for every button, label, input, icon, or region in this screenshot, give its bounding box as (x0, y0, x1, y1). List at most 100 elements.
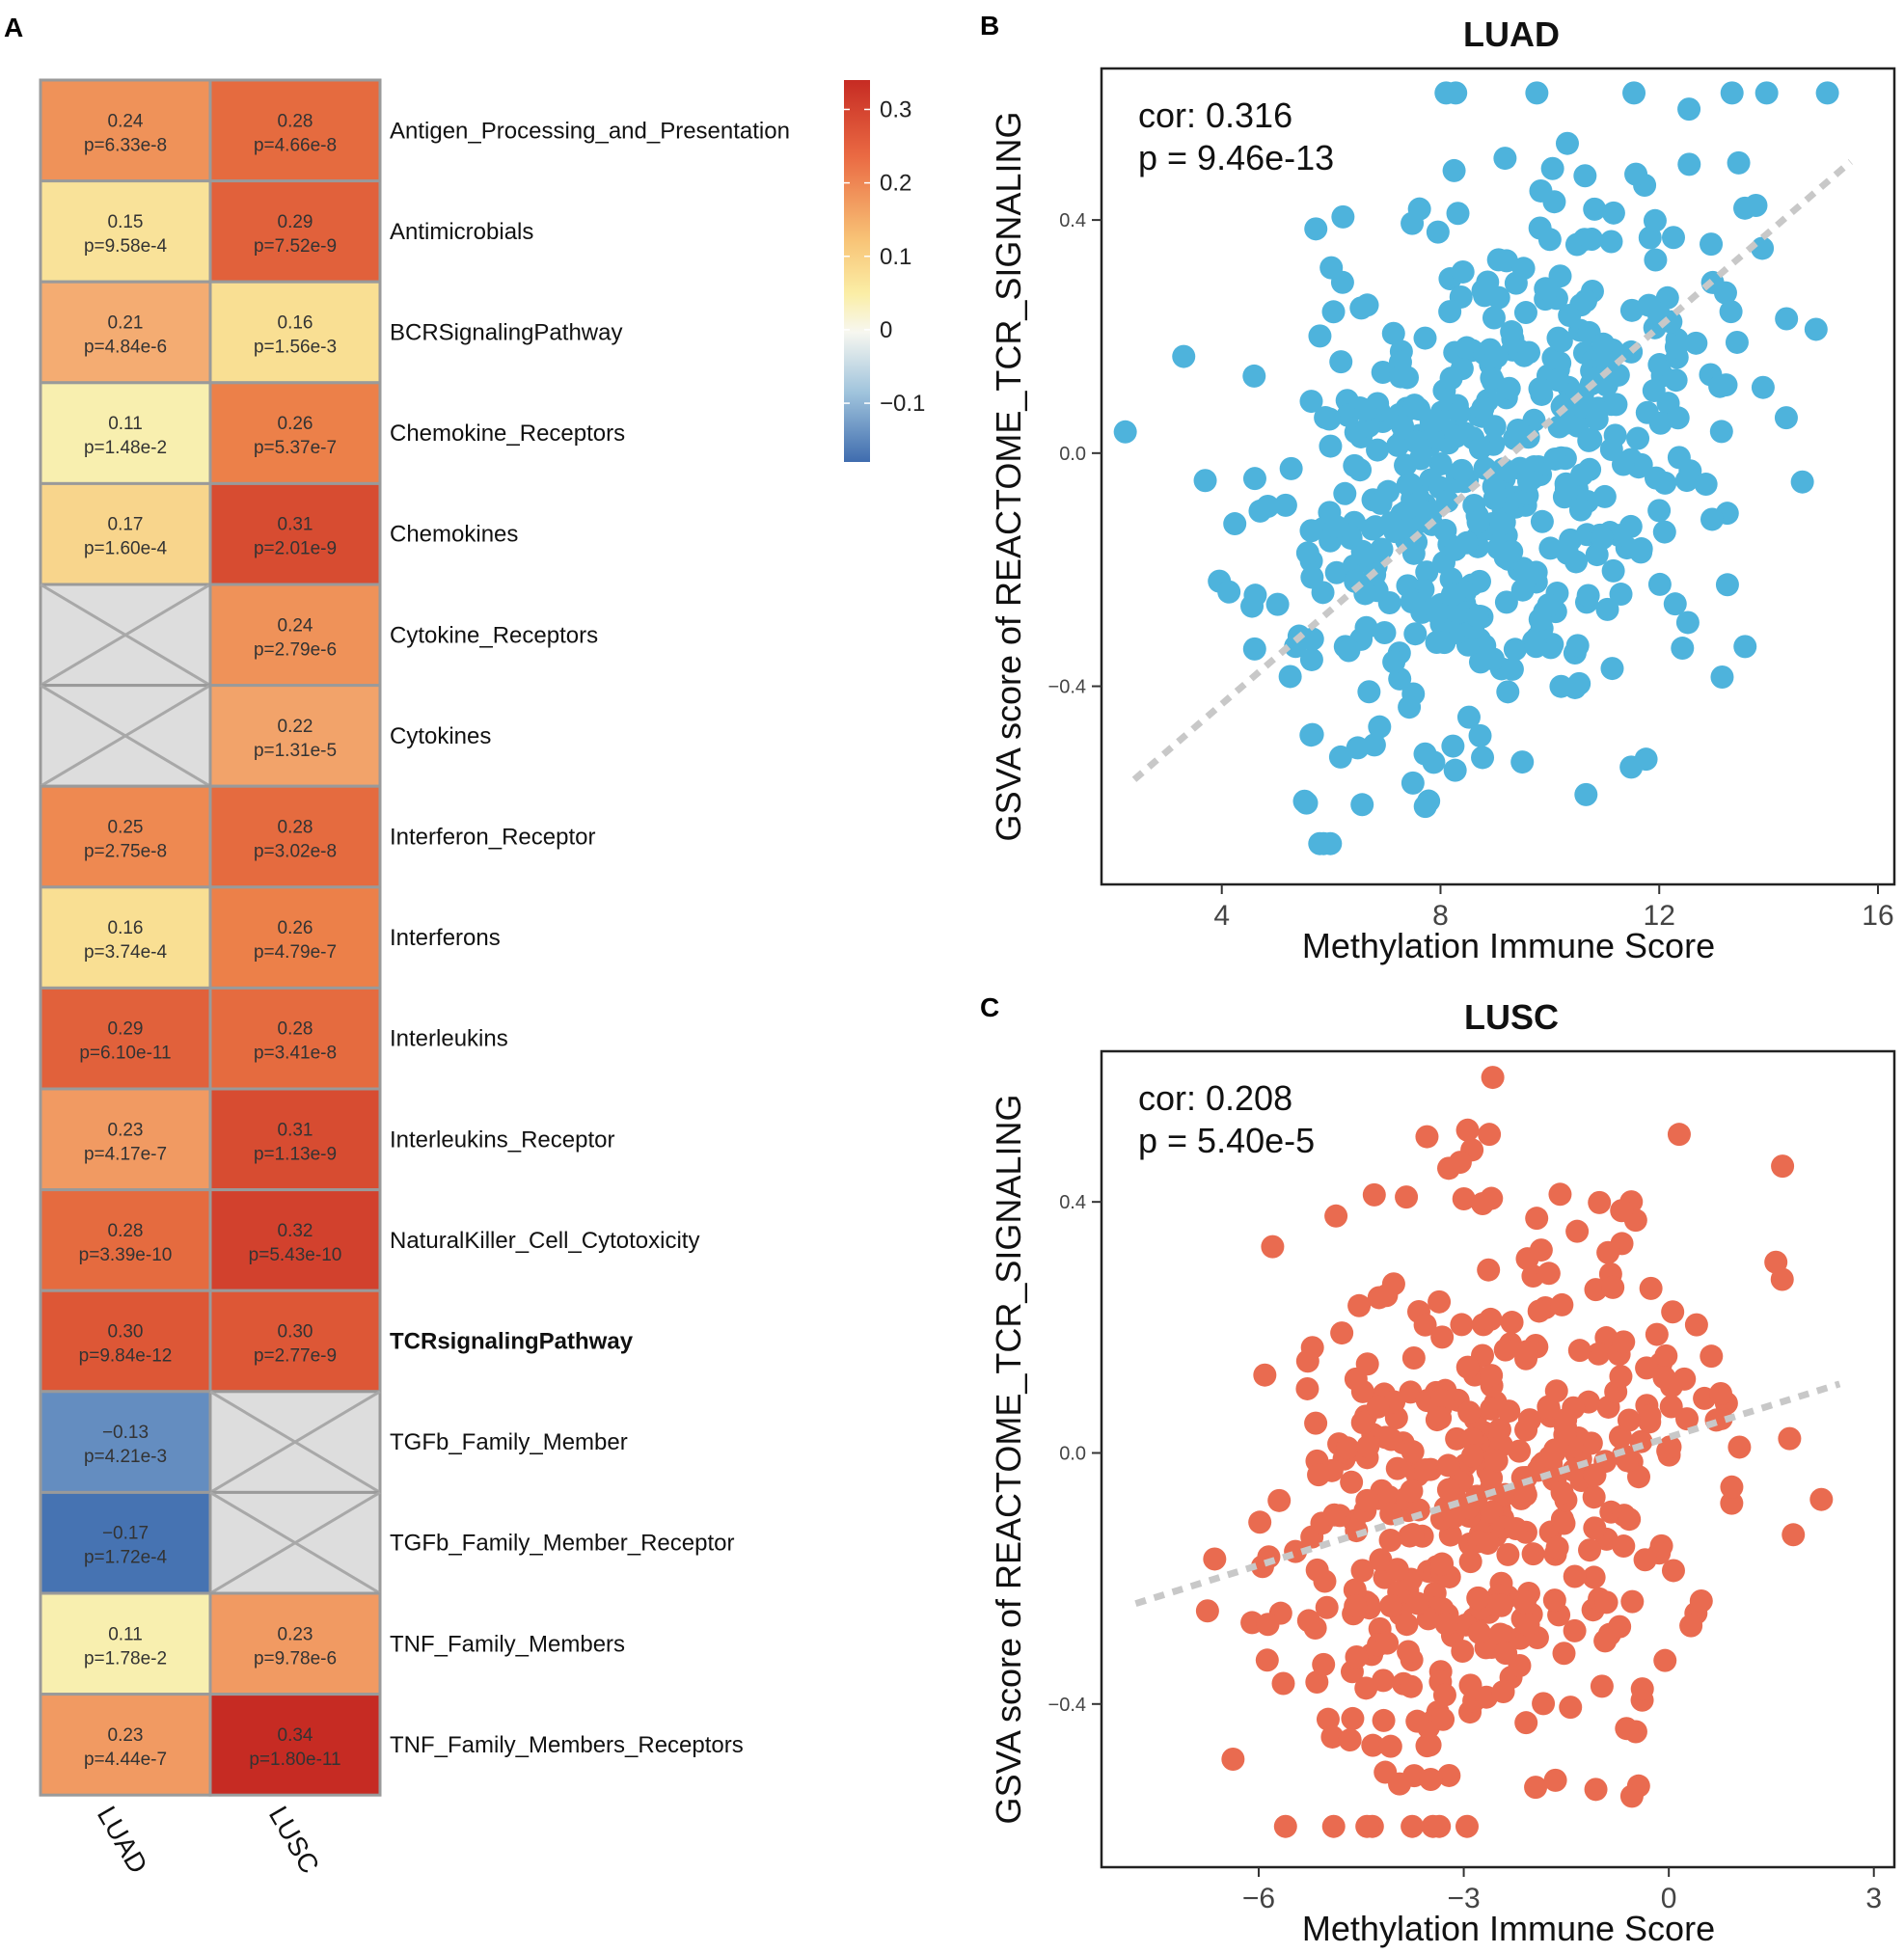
heatmap-cell-p: p=9.78e-6 (254, 1648, 337, 1669)
scatter-luad-point (1373, 620, 1397, 644)
heatmap-cell-p: p=1.72e-4 (84, 1548, 168, 1568)
scatter-lusc-point (1400, 1479, 1424, 1503)
heatmap-cell-p: p=9.58e-4 (84, 236, 168, 257)
scatter-luad-point (1677, 97, 1701, 122)
scatter-lusc-point (1610, 1199, 1634, 1223)
scatter-lusc-point (1430, 1389, 1455, 1413)
heatmap-cell-luad: 0.15 p=9.58e-4 (39, 179, 212, 284)
scatter-lusc-point (1355, 1352, 1379, 1376)
scatter-luad-point (1549, 329, 1573, 353)
heatmap-cell-lusc: 0.24 p=2.79e-6 (208, 583, 382, 688)
heatmap-cell-p: p=3.39e-10 (79, 1245, 173, 1265)
scatter-lusc-point (1296, 1609, 1320, 1633)
scatter-luad-point (1279, 456, 1303, 480)
heatmap-cell-fill (208, 1087, 382, 1192)
heatmap-cell-cor: 0.11 (108, 1624, 143, 1644)
scatter-luad-point (1403, 622, 1428, 646)
scatter-lusc-point (1477, 1258, 1501, 1282)
heatmap-cell-cor: 0.34 (278, 1725, 313, 1746)
scatter-lusc-point (1559, 1696, 1583, 1720)
scatter-lusc-point (1480, 1364, 1504, 1388)
scatter-lusc-point (1661, 1559, 1685, 1583)
scatter-lusc-point (1336, 1436, 1360, 1460)
scatter-luad-point (1242, 637, 1266, 661)
scatter-luad-point (1643, 208, 1667, 232)
scatter-lusc-point (1451, 1639, 1475, 1663)
scatter-lusc-point (1608, 1615, 1632, 1639)
scatter-luad-x-tick-label: 16 (1862, 900, 1893, 932)
scatter-luad-point (1369, 491, 1393, 515)
heatmap-cell-cor: −0.17 (102, 1524, 149, 1544)
heatmap-cell-cor: 0.28 (278, 818, 313, 838)
heatmap-cell-p: p=4.21e-3 (84, 1447, 167, 1467)
scatter-lusc-points (1195, 1066, 1834, 1838)
heatmap-cell-fill (208, 1289, 382, 1394)
heatmap-cell-cor: 0.29 (108, 1019, 144, 1040)
heatmap-cell-p: p=1.31e-5 (254, 741, 337, 761)
scatter-luad-point (1576, 583, 1600, 608)
scatter-lusc-y-tick-label: −0.4 (1048, 1695, 1086, 1716)
scatter-lusc-point (1466, 1587, 1490, 1611)
scatter-luad-cor: cor: 0.316 (1138, 95, 1292, 135)
heatmap-cell-fill (208, 784, 382, 889)
heatmap-cell-p: p=9.84e-12 (79, 1346, 173, 1367)
scatter-lusc-point (1355, 1814, 1379, 1838)
heatmap-cell-luad: 0.21 p=4.84e-6 (39, 280, 212, 385)
scatter-luad-point (1694, 473, 1718, 497)
scatter-lusc-point (1593, 1629, 1618, 1653)
heatmap-row-label: TNF_Family_Members (390, 1631, 625, 1657)
scatter-lusc-point (1248, 1510, 1272, 1534)
heatmap-cell-fill (39, 1390, 212, 1494)
scatter-luad-point (1727, 150, 1751, 175)
heatmap-column-labels: LUAD LUSC (92, 1802, 325, 1879)
scatter-lusc-point (1436, 1453, 1460, 1478)
scatter-lusc-point (1415, 1125, 1439, 1149)
scatter-lusc-point (1457, 1400, 1482, 1425)
scatter-luad-point (1248, 499, 1272, 523)
heatmap-cell-fill (208, 986, 382, 1091)
heatmap-cell-luad: −0.13 p=4.21e-3 (39, 1390, 212, 1494)
scatter-luad-point (1675, 611, 1700, 635)
scatter-lusc-point (1480, 1397, 1504, 1421)
scatter-luad-point (1546, 368, 1570, 393)
heatmap-cell-cor: 0.32 (278, 1221, 313, 1241)
scatter-lusc-x-tick-label: 3 (1865, 1883, 1882, 1914)
scatter-lusc-point (1347, 1293, 1372, 1317)
scatter-luad-point (1350, 793, 1374, 817)
scatter-lusc-point (1517, 1408, 1541, 1432)
scatter-luad-point (1444, 424, 1468, 448)
scatter-lusc-point (1419, 1767, 1443, 1791)
scatter-lusc-point (1455, 1355, 1480, 1379)
scatter-lusc-point (1350, 1411, 1374, 1435)
scatter-lusc-point (1374, 1760, 1398, 1784)
scatter-lusc-point (1437, 1156, 1461, 1181)
heatmap-cell-luad: 0.11 p=1.78e-2 (39, 1591, 212, 1696)
scatter-luad-point (1386, 433, 1410, 457)
scatter-luad-point (1720, 81, 1744, 105)
scatter-lusc-point (1379, 1427, 1403, 1452)
scatter-luad-point (1482, 306, 1506, 330)
heatmap-row-label: TGFb_Family_Member (390, 1429, 628, 1455)
scatter-lusc-point (1525, 1207, 1549, 1231)
heatmap-cell-lusc: 0.30 p=2.77e-9 (208, 1289, 382, 1394)
scatter-lusc-point (1459, 1427, 1483, 1452)
scatter-lusc-point (1405, 1591, 1429, 1615)
heatmap-cell-cor: 0.23 (108, 1120, 144, 1140)
scatter-lusc-point (1633, 1548, 1657, 1572)
scatter-luad-point (1304, 217, 1328, 241)
heatmap-cell-fill (208, 684, 382, 788)
colorbar-tick-label: 0.2 (880, 171, 911, 197)
scatter-luad-point (1450, 458, 1474, 482)
heatmap-cell-luad: 0.28 p=3.39e-10 (39, 1188, 212, 1292)
scatter-luad-points (1113, 81, 1839, 855)
heatmap-cell-fill (39, 1289, 212, 1394)
scatter-lusc-point (1203, 1547, 1227, 1571)
scatter-luad-point (1626, 426, 1650, 450)
scatter-lusc-point (1500, 1311, 1524, 1335)
scatter-luad-point (1273, 493, 1297, 517)
scatter-lusc-point (1512, 1590, 1537, 1615)
scatter-luad-point (1500, 657, 1524, 681)
scatter-luad-point (1585, 407, 1609, 431)
scatter-lusc-x-tick-label: −6 (1242, 1883, 1275, 1914)
heatmap-row-label: Interferons (390, 925, 501, 951)
